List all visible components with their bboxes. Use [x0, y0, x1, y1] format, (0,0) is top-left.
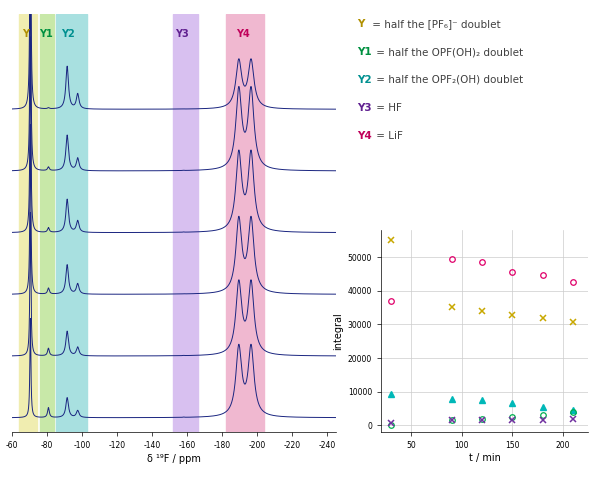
Bar [40, 14, 54, 432]
Text: = LiF: = LiF [373, 131, 403, 141]
Text: Y4: Y4 [236, 29, 250, 38]
Text: = half the OPF(OH)₂ doublet: = half the OPF(OH)₂ doublet [373, 47, 523, 57]
Bar [56, 14, 88, 432]
Text: Y: Y [23, 29, 29, 38]
X-axis label: t / min: t / min [469, 453, 500, 463]
Text: Y2: Y2 [61, 29, 75, 38]
Text: Y: Y [357, 19, 364, 29]
Bar [19, 14, 37, 432]
Text: Y3: Y3 [357, 103, 371, 113]
Text: Y4: Y4 [357, 131, 372, 141]
Bar [173, 14, 197, 432]
Text: = half the [PF₆]⁻ doublet: = half the [PF₆]⁻ doublet [369, 19, 500, 29]
Text: = half the OPF₂(OH) doublet: = half the OPF₂(OH) doublet [373, 75, 523, 85]
X-axis label: δ ¹⁹F / ppm: δ ¹⁹F / ppm [147, 454, 201, 464]
Text: Y1: Y1 [39, 29, 53, 38]
Text: Y2: Y2 [357, 75, 371, 85]
Text: Y1: Y1 [357, 47, 371, 57]
Text: Y3: Y3 [175, 29, 189, 38]
Text: = HF: = HF [373, 103, 401, 113]
Bar [226, 14, 264, 432]
Y-axis label: integral: integral [334, 312, 343, 350]
